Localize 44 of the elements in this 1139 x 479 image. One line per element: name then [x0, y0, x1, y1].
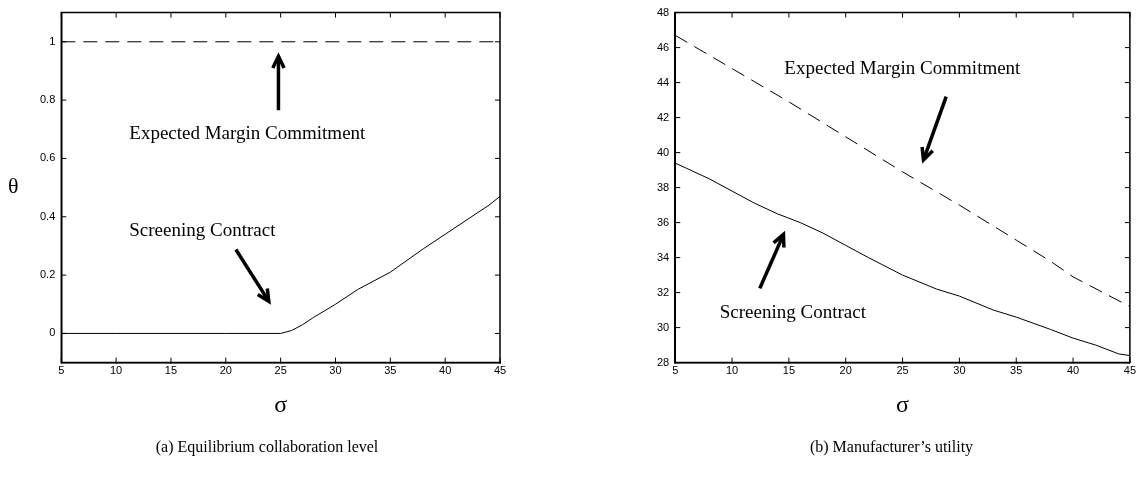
- text: (a) Equilibrium collaboration level: [155, 437, 379, 456]
- x-tick-label: 40: [439, 364, 452, 377]
- x-tick-label: 5: [58, 364, 65, 377]
- y-tick-label: 0.6: [39, 151, 56, 164]
- x-tick-label: 30: [329, 364, 342, 377]
- x-tick-label: 10: [110, 364, 123, 377]
- y-tick-label: 36: [656, 215, 670, 228]
- annotation: Expected Margin Commitment: [129, 122, 367, 144]
- text: (b) Manufacturer’s utility: [809, 437, 974, 456]
- x-tick-label: 25: [274, 364, 287, 377]
- y-tick-label: 48: [656, 5, 670, 18]
- x-tick-label: 35: [384, 364, 397, 377]
- x-tick-label: 20: [219, 364, 232, 377]
- y-tick-label: 1: [49, 34, 56, 47]
- x-tick-label: 5: [672, 364, 679, 377]
- y-tick-label: 46: [656, 40, 670, 53]
- y-tick-label: 30: [656, 320, 670, 333]
- x-tick-label: 15: [164, 364, 178, 377]
- y-tick-label: 42: [656, 110, 670, 123]
- y-tick-label: 0.2: [39, 268, 56, 281]
- annotation: Screening Contract: [719, 301, 867, 323]
- y-tick-label: 32: [656, 285, 670, 298]
- x-tick-label: 15: [782, 364, 796, 377]
- x-tick-label: 10: [725, 364, 739, 377]
- x-axis-title: σ: [896, 390, 910, 417]
- y-tick-label: 44: [656, 75, 670, 88]
- y-tick-label: 40: [656, 145, 670, 158]
- y-tick-label: 38: [656, 180, 670, 193]
- x-axis-title: σ: [274, 390, 288, 417]
- y-axis-title: θ: [8, 173, 19, 199]
- x-tick-label: 30: [953, 364, 966, 377]
- x-tick-label: 40: [1066, 364, 1080, 377]
- x-tick-label: 20: [839, 364, 852, 377]
- annotation: Expected Margin Commitment: [784, 57, 1022, 79]
- y-tick-label: 34: [656, 250, 670, 263]
- y-tick-label: 0.4: [39, 209, 56, 222]
- y-tick-label: 0.8: [39, 93, 56, 106]
- x-tick-label: 35: [1010, 364, 1023, 377]
- y-tick-label: 28: [656, 355, 670, 368]
- y-tick-label: 0: [49, 326, 56, 339]
- x-tick-label: 45: [493, 364, 507, 377]
- x-tick-label: 25: [896, 364, 909, 377]
- annotation: Screening Contract: [129, 218, 277, 240]
- x-tick-label: 45: [1123, 364, 1137, 377]
